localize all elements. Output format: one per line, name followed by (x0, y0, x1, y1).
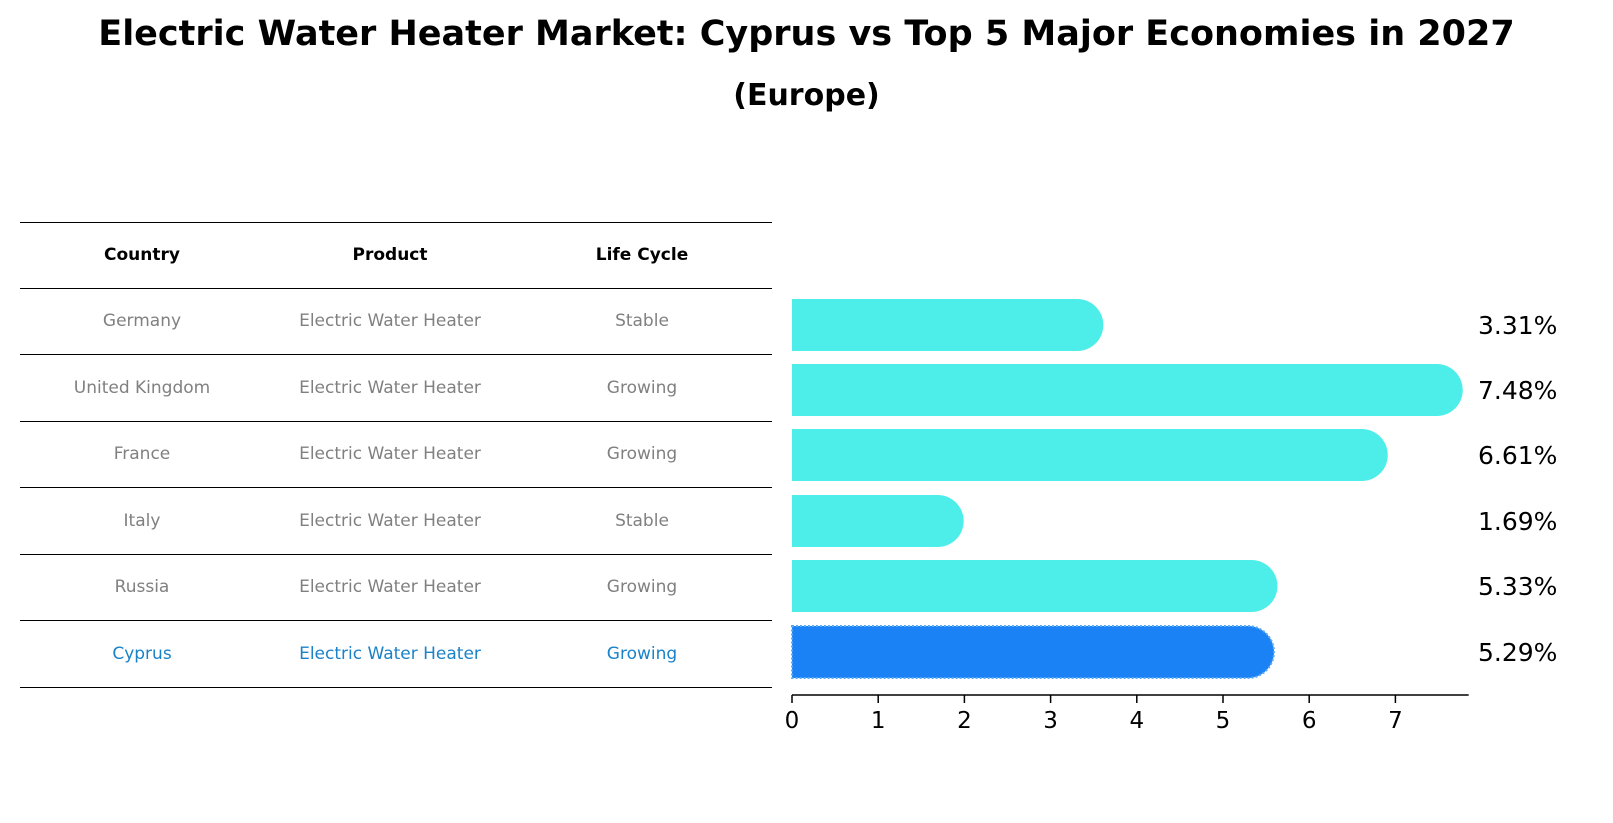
cell-life-cycle: Growing (606, 577, 678, 598)
chart-title: Electric Water Heater Market: Cyprus vs … (98, 14, 1515, 54)
data-table: Country Product Life Cycle Germany Elect… (20, 222, 772, 688)
bar-russia (792, 560, 1278, 612)
cell-country: Italy (123, 510, 161, 531)
value-label: 3.31% (1478, 311, 1557, 340)
cell-country: Russia (114, 577, 170, 598)
bar-cyprus (791, 625, 1275, 679)
cell-country: Germany (102, 311, 182, 332)
x-tick-label: 0 (785, 708, 800, 734)
table-row: France Electric Water Heater Growing (20, 422, 772, 488)
x-tick-label: 6 (1302, 708, 1317, 734)
header-product: Product (352, 245, 428, 266)
x-tick-label: 2 (957, 708, 972, 734)
table-header-row: Country Product Life Cycle (20, 222, 772, 289)
cell-life-cycle: Stable (615, 311, 669, 332)
chart-subtitle: (Europe) (733, 78, 880, 113)
cell-product: Electric Water Heater (299, 377, 481, 398)
cell-life-cycle: Stable (615, 510, 669, 531)
x-tick-label: 1 (871, 708, 886, 734)
cell-product: Electric Water Heater (299, 643, 481, 664)
table-row: Italy Electric Water Heater Stable (20, 488, 772, 555)
x-tick-label: 7 (1388, 708, 1403, 734)
x-tick-label: 4 (1129, 708, 1144, 734)
value-label: 6.61% (1478, 441, 1557, 470)
bar-united-kingdom (792, 364, 1463, 416)
x-tick-label: 5 (1216, 708, 1231, 734)
cell-life-cycle: Growing (606, 643, 678, 664)
header-country: Country (104, 245, 180, 266)
table-row: Russia Electric Water Heater Growing (20, 555, 772, 621)
table-row-highlighted: Cyprus Electric Water Heater Growing (20, 621, 772, 688)
value-label: 5.29% (1478, 638, 1557, 667)
bar-france (792, 429, 1388, 481)
value-label: 5.33% (1478, 572, 1557, 601)
cell-life-cycle: Growing (606, 377, 678, 398)
cell-country: United Kingdom (73, 377, 211, 398)
cell-life-cycle: Growing (606, 444, 678, 465)
cell-product: Electric Water Heater (299, 444, 481, 465)
cell-product: Electric Water Heater (299, 577, 481, 598)
cell-country: France (113, 444, 171, 465)
bar-italy (792, 495, 964, 547)
value-label: 1.69% (1478, 507, 1557, 536)
x-tick-label: 3 (1043, 708, 1058, 734)
table-row: United Kingdom Electric Water Heater Gro… (20, 355, 772, 422)
cell-product: Electric Water Heater (299, 311, 481, 332)
table-row: Germany Electric Water Heater Stable (20, 289, 772, 355)
bar-germany (792, 299, 1104, 351)
header-life-cycle: Life Cycle (595, 245, 689, 266)
cell-country: Cyprus (112, 643, 172, 664)
cell-product: Electric Water Heater (299, 510, 481, 531)
value-label: 7.48% (1478, 376, 1557, 405)
